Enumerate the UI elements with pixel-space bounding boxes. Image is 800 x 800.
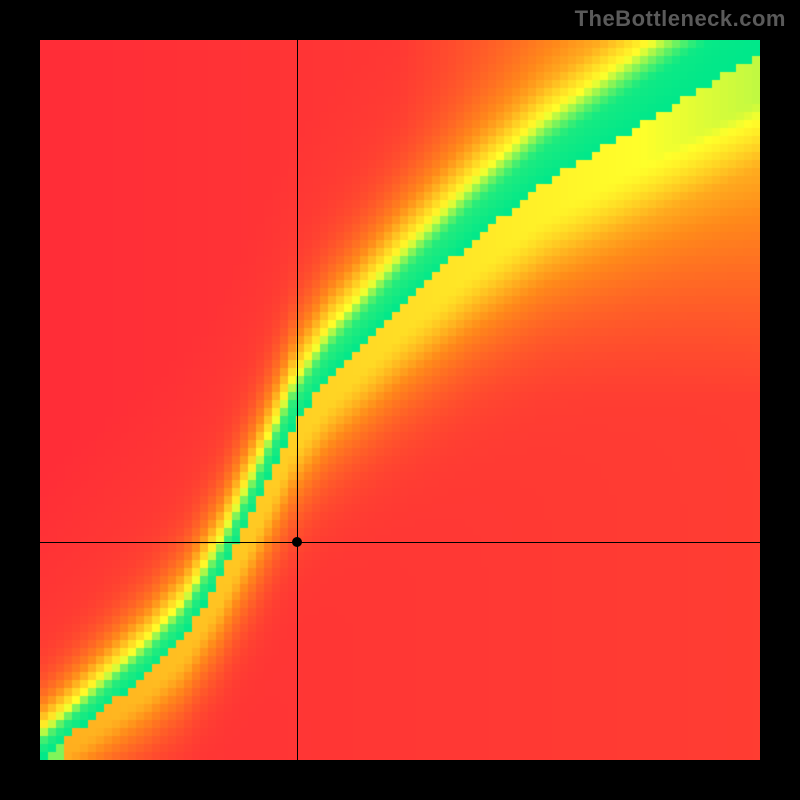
watermark-text: TheBottleneck.com bbox=[575, 6, 786, 32]
crosshair-horizontal bbox=[40, 542, 760, 543]
crosshair-vertical bbox=[297, 40, 298, 760]
chart-plot-area bbox=[40, 40, 760, 760]
chart-container: TheBottleneck.com bbox=[0, 0, 800, 800]
heatmap-canvas bbox=[40, 40, 760, 760]
data-point-marker bbox=[292, 537, 302, 547]
